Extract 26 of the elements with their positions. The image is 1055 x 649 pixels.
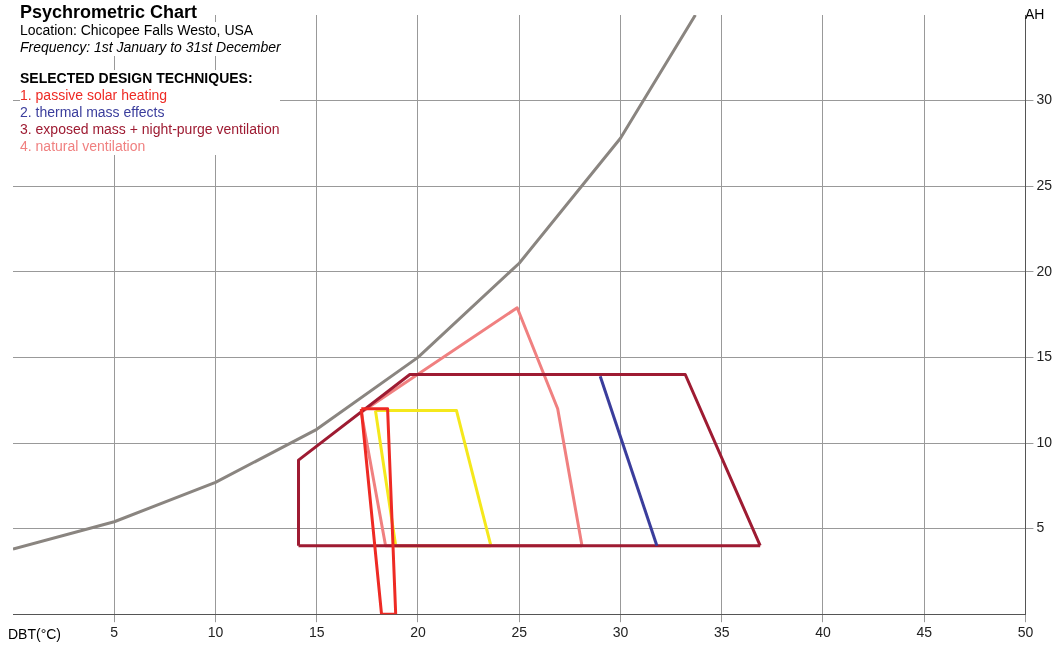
x-tick-label: 5 <box>110 624 119 641</box>
y-axis-title: AH <box>1025 6 1045 22</box>
x-tick-label: 40 <box>815 624 831 641</box>
x-axis-title: DBT(°C) <box>8 626 62 642</box>
chart-title: Psychrometric Chart <box>20 2 198 22</box>
x-tick-label: 10 <box>207 624 224 641</box>
x-tick-label: 45 <box>916 624 933 641</box>
y-tick-label: 30 <box>1036 91 1053 108</box>
y-tick-label: 25 <box>1036 177 1053 194</box>
y-tick-label: 10 <box>1036 433 1053 450</box>
text: 3. exposed mass + night-purge ventilation <box>20 121 280 138</box>
x-tick-label: 30 <box>612 624 629 641</box>
x-tick-label: 15 <box>308 624 325 641</box>
x-tick-label: 25 <box>511 624 528 641</box>
y-tick-label: 20 <box>1036 262 1053 279</box>
y-tick-label: 15 <box>1036 348 1053 365</box>
text: 4. natural ventilation <box>20 138 146 155</box>
x-tick-label: 20 <box>410 624 426 641</box>
y-tick-label: 5 <box>1036 519 1045 536</box>
legend-title: SELECTED DESIGN TECHNIQUES: <box>20 70 253 87</box>
x-tick-label: 50 <box>1017 624 1034 641</box>
text: Location: Chicopee Falls Westo, USA <box>20 22 254 39</box>
text: 1. passive solar heating <box>20 87 168 104</box>
x-tick-label: 35 <box>713 624 730 641</box>
text: 2. thermal mass effects <box>20 104 165 121</box>
annotation: Frequency: 1st January to 31st December <box>20 39 281 56</box>
